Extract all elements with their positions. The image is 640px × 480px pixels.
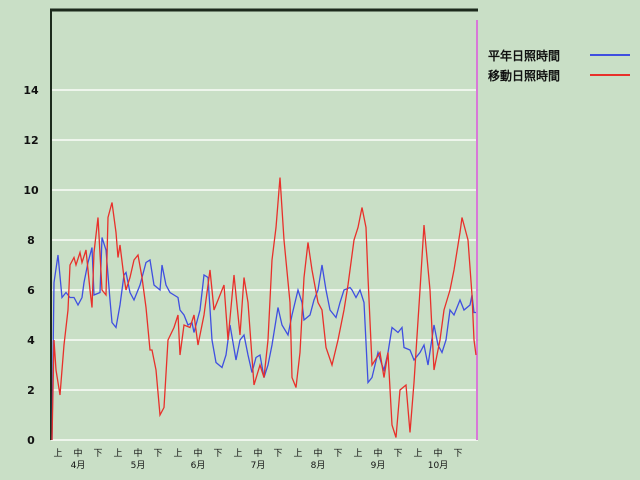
x-dekad-label: 上 [353, 448, 362, 459]
x-dekad-label: 中 [193, 447, 202, 459]
y-axis-ticks: 0 2 4 6 8 10 12 14 [23, 84, 39, 447]
x-dekad-label: 中 [433, 447, 442, 459]
x-dekad-label: 下 [213, 449, 222, 459]
x-dekad-label: 下 [153, 449, 162, 459]
series-line-moving [51, 177, 477, 441]
x-dekad-label: 上 [413, 448, 422, 459]
y-tick-label: 14 [23, 84, 39, 97]
series-line-normal [51, 237, 476, 441]
x-axis-ticks: 上中下4月上中下5月上中下6月上中下7月上中下8月上中下9月上中下10月 [53, 447, 462, 471]
legend: 平年日照時間 移動日照時間 [488, 48, 630, 83]
legend-label-normal: 平年日照時間 [488, 48, 560, 63]
x-month-label: 7月 [251, 460, 266, 471]
series-lines [51, 177, 477, 441]
y-tick-label: 10 [23, 184, 39, 197]
y-tick-label: 0 [27, 434, 35, 447]
x-dekad-label: 上 [53, 448, 62, 459]
x-dekad-label: 下 [93, 449, 102, 459]
x-dekad-label: 中 [253, 447, 262, 459]
x-month-label: 4月 [71, 460, 86, 471]
y-tick-label: 8 [27, 234, 35, 247]
x-dekad-label: 下 [273, 449, 282, 459]
x-dekad-label: 上 [233, 448, 242, 459]
legend-label-moving: 移動日照時間 [488, 68, 560, 83]
x-month-label: 5月 [131, 460, 146, 471]
y-tick-label: 12 [23, 134, 38, 147]
x-dekad-label: 中 [133, 447, 142, 459]
y-tick-label: 4 [27, 334, 35, 347]
x-dekad-label: 上 [293, 448, 302, 459]
x-month-label: 8月 [311, 460, 326, 471]
x-dekad-label: 下 [333, 449, 342, 459]
x-dekad-label: 下 [453, 449, 462, 459]
x-dekad-label: 中 [373, 447, 382, 459]
x-month-label: 9月 [371, 460, 386, 471]
x-month-label: 6月 [191, 460, 206, 471]
y-tick-label: 6 [27, 284, 35, 297]
x-dekad-label: 中 [73, 447, 82, 459]
x-dekad-label: 中 [313, 447, 322, 459]
x-dekad-label: 上 [113, 448, 122, 459]
y-tick-label: 2 [27, 384, 35, 397]
x-dekad-label: 上 [173, 448, 182, 459]
x-dekad-label: 下 [393, 449, 402, 459]
x-month-label: 10月 [428, 460, 448, 471]
